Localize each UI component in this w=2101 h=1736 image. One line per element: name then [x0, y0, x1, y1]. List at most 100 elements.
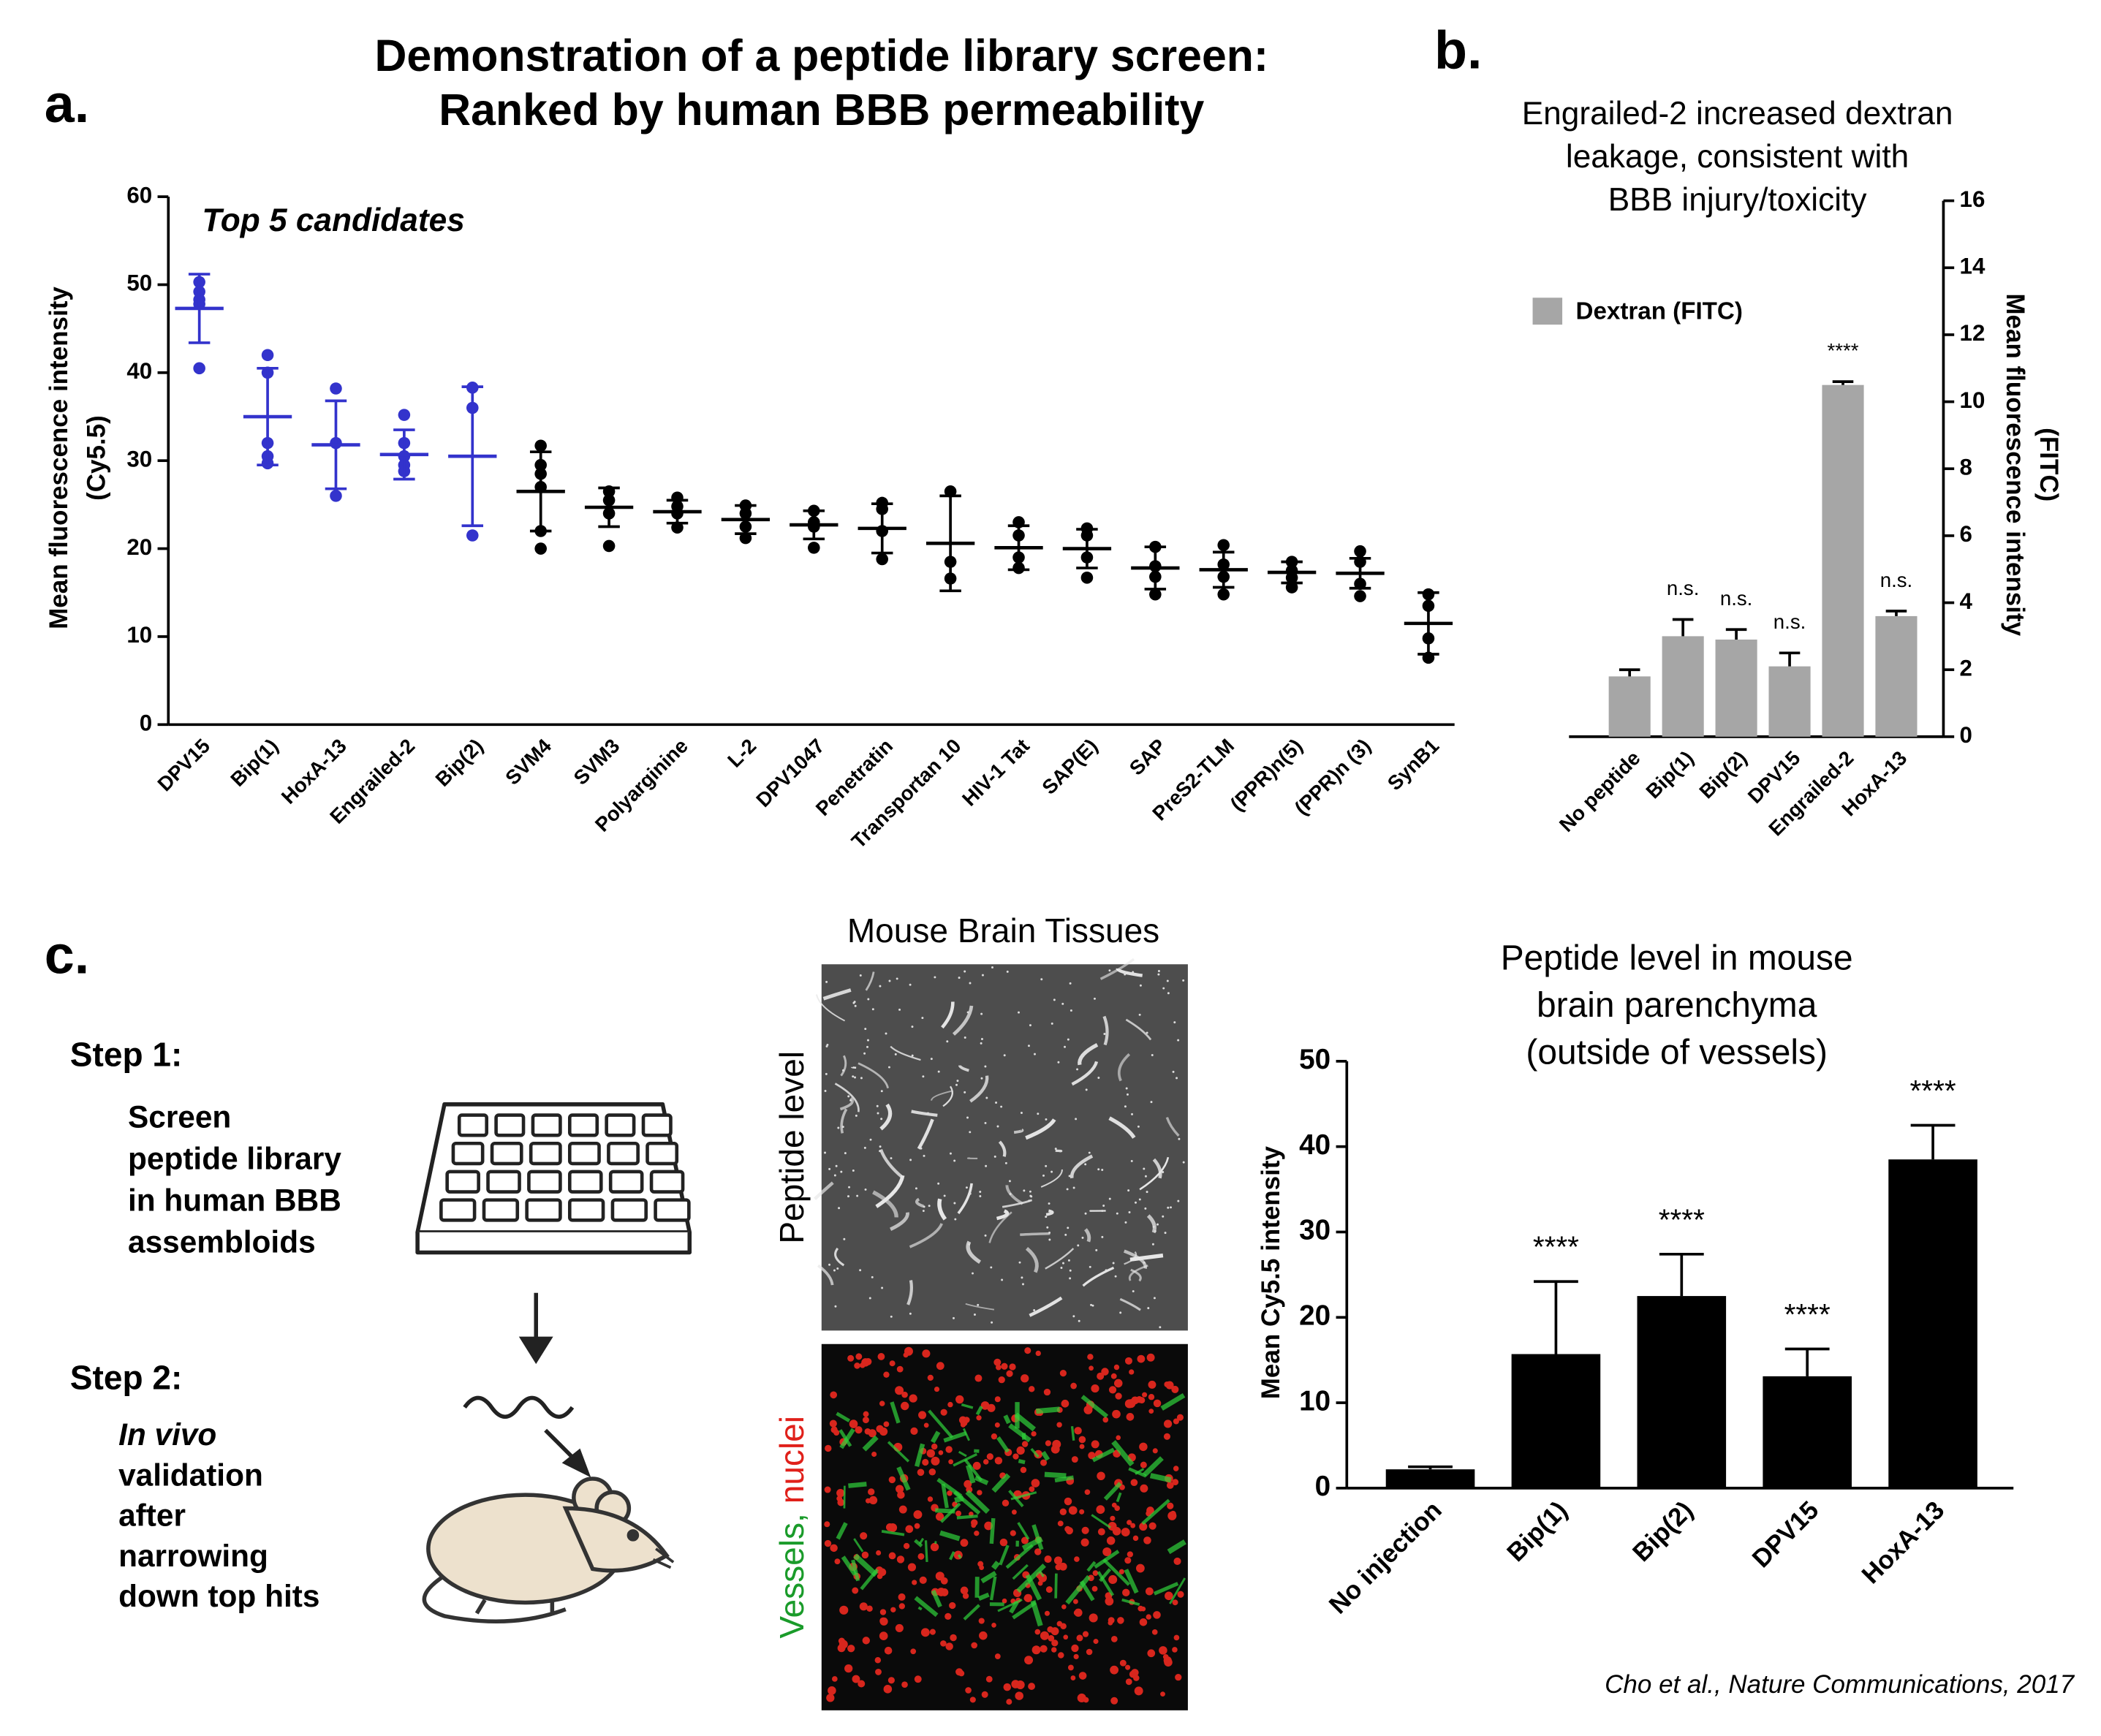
nucleus — [855, 1353, 863, 1360]
vessel-streak — [942, 1085, 953, 1107]
vessel — [1086, 1561, 1097, 1572]
vessel — [974, 1475, 989, 1485]
vessel — [848, 1482, 867, 1488]
vessel — [1091, 1514, 1111, 1529]
speckle — [977, 1303, 980, 1306]
x-tick-label: Bip(1) — [226, 735, 282, 791]
nucleus — [1023, 1595, 1029, 1602]
speckle — [1077, 1244, 1080, 1247]
vessel-streak — [816, 994, 846, 1022]
vessel — [1036, 1406, 1060, 1414]
speckle — [1125, 1087, 1128, 1090]
speckle — [1176, 1077, 1178, 1080]
nucleus — [1044, 1610, 1050, 1616]
x-tick-label: L-2 — [723, 735, 760, 772]
vessel — [914, 1596, 939, 1618]
nucleus — [977, 1490, 983, 1496]
y-tick-label: 20 — [1299, 1300, 1330, 1331]
well — [531, 1113, 562, 1137]
vessel-streak — [996, 1209, 1010, 1221]
step-text: peptide library — [128, 1141, 341, 1175]
vessel — [989, 1517, 996, 1544]
speckle — [1067, 1227, 1070, 1229]
speckle — [890, 1315, 893, 1318]
vessel — [1102, 1558, 1131, 1586]
nucleus — [878, 1568, 887, 1577]
nucleus — [1002, 1598, 1007, 1604]
panel-letter: b. — [1434, 19, 1482, 80]
y-axis-label: Mean fluorescence intensity — [45, 287, 73, 629]
data-point — [534, 542, 547, 555]
nucleus — [1175, 1674, 1182, 1681]
speckle — [879, 1150, 882, 1153]
data-point — [466, 529, 479, 542]
speckle — [1090, 1303, 1093, 1306]
speckle — [844, 1152, 847, 1155]
nucleus — [1106, 1536, 1116, 1545]
x-tick-label: SVM3 — [569, 735, 624, 789]
nucleus — [905, 1525, 914, 1534]
nucleus — [1087, 1354, 1094, 1360]
nucleus — [1053, 1556, 1063, 1565]
speckle — [853, 1001, 856, 1004]
vessel-streak — [965, 1303, 995, 1311]
speckle — [1067, 1259, 1070, 1262]
speckle — [1048, 1238, 1051, 1241]
speckle — [854, 1076, 856, 1079]
nucleus — [1140, 1606, 1146, 1612]
significance-label: n.s. — [1880, 569, 1913, 591]
nucleus — [1105, 1596, 1114, 1606]
vessel-streak — [1071, 1061, 1099, 1086]
y-tick-label: 14 — [1960, 254, 1985, 279]
nucleus — [1074, 1427, 1082, 1435]
speckle — [965, 1186, 968, 1189]
nucleus — [888, 1476, 896, 1484]
vessel — [836, 1522, 848, 1540]
vessel — [943, 1430, 967, 1443]
speckle — [847, 1195, 849, 1198]
speckle — [828, 1263, 831, 1266]
vessel — [962, 1428, 970, 1441]
speckle — [1152, 1225, 1155, 1228]
nucleus — [1135, 1563, 1145, 1573]
speckle — [1105, 1269, 1108, 1272]
nucleus — [1153, 1611, 1161, 1619]
nucleus — [922, 1458, 929, 1466]
vessel-streak — [915, 1197, 924, 1208]
vessel-streak — [969, 1075, 989, 1103]
speckle — [995, 1102, 998, 1104]
vessel — [1030, 1599, 1043, 1627]
speckle — [885, 1032, 887, 1035]
nucleus — [931, 1456, 940, 1466]
x-tick-label: Bip(2) — [431, 735, 487, 791]
speckle — [854, 1004, 857, 1007]
well — [654, 1198, 691, 1222]
speckle — [1097, 1077, 1100, 1079]
vessel — [930, 1430, 941, 1444]
vessel-streak — [890, 1045, 921, 1061]
speckle — [1081, 1236, 1084, 1239]
speckle — [953, 1202, 956, 1205]
speckle — [860, 1077, 863, 1080]
nucleus — [1073, 1653, 1079, 1659]
vessel — [862, 1435, 879, 1452]
y-tick-label: 12 — [1960, 320, 1985, 346]
speckle — [852, 1169, 855, 1172]
speckle — [864, 1028, 867, 1031]
well — [567, 1113, 599, 1137]
nucleus — [1034, 1629, 1041, 1635]
speckle — [1029, 1024, 1031, 1027]
nucleus — [897, 1490, 905, 1499]
vessel — [980, 1571, 997, 1584]
speckle — [1089, 1265, 1091, 1268]
bar — [1822, 384, 1864, 737]
bar — [1768, 666, 1811, 737]
vessel-streak — [1108, 1116, 1136, 1139]
speckle — [1162, 1215, 1165, 1218]
nucleus — [875, 1668, 882, 1675]
speckle — [1144, 1207, 1147, 1210]
speckle — [888, 979, 891, 982]
nucleus — [1140, 1461, 1147, 1468]
speckle — [867, 998, 870, 1001]
vessel — [991, 1561, 1001, 1570]
